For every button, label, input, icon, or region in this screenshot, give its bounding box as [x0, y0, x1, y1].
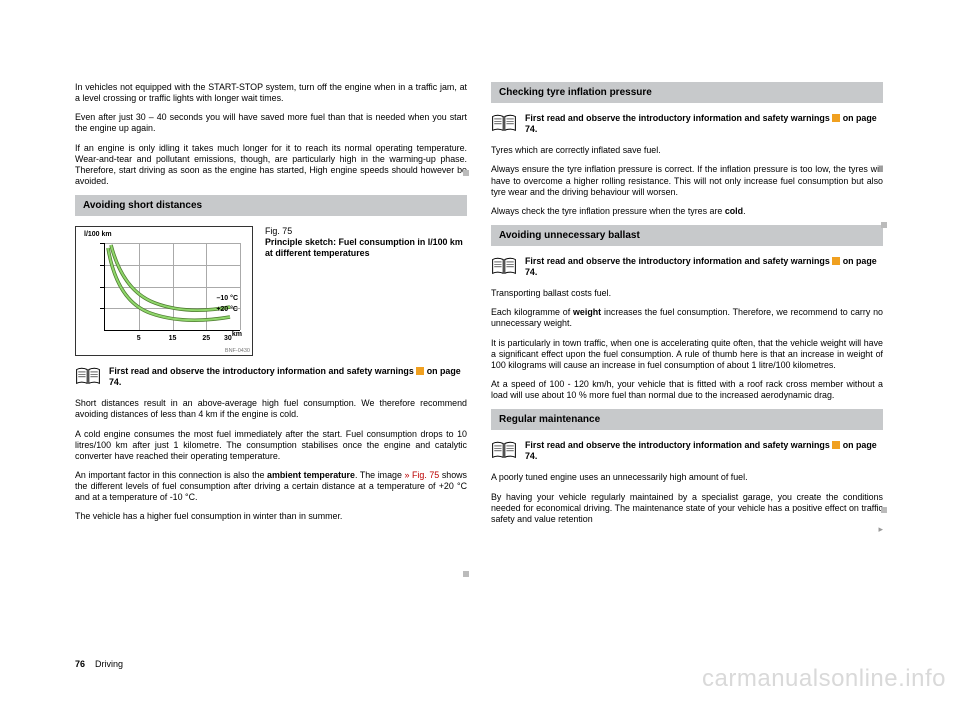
footer-section: Driving	[95, 659, 123, 669]
warning-block: First read and observe the introductory …	[491, 440, 883, 462]
para: The vehicle has a higher fuel consumptio…	[75, 511, 467, 522]
para: It is particularly in town traffic, when…	[491, 338, 883, 371]
watermark: carmanualsonline.info	[702, 665, 946, 693]
book-icon	[491, 440, 517, 460]
warning-text: First read and observe the introductory …	[525, 256, 883, 278]
warning-triangle-icon	[832, 257, 840, 265]
section-end-marker	[463, 571, 469, 577]
figure-title: Principle sketch: Fuel consump­tion in l…	[265, 237, 467, 259]
km-label: km	[232, 331, 242, 338]
left-column: In vehicles not equipped with the START-…	[75, 82, 467, 533]
figure-caption: Fig. 75 Principle sketch: Fuel consump­t…	[265, 226, 467, 356]
para: Tyres which are correctly inflated save …	[491, 145, 883, 156]
fuel-consumption-chart: l/100 km 5 15	[75, 226, 253, 356]
warning-triangle-icon	[832, 441, 840, 449]
warning-block: First read and observe the introductory …	[491, 113, 883, 135]
figure-number: Fig. 75	[265, 226, 467, 237]
para: If an engine is only idling it takes muc…	[75, 143, 467, 188]
warning-text: First read and observe the introductory …	[109, 366, 467, 388]
warning-block: First read and observe the introductory …	[491, 256, 883, 278]
chart-curves	[105, 243, 241, 331]
book-icon	[75, 366, 101, 386]
section-header-maintenance: Regular maintenance	[491, 409, 883, 430]
para: Each kilogramme of weight increases the …	[491, 307, 883, 329]
para: Always check the tyre inflation pressure…	[491, 206, 883, 217]
warning-triangle-icon	[416, 367, 424, 375]
para: In vehicles not equipped with the START-…	[75, 82, 467, 104]
section-header-avoiding-short: Avoiding short distances	[75, 195, 467, 216]
para: Transporting ballast costs fuel.	[491, 288, 883, 299]
temp-label-warm: +20 °C	[216, 306, 238, 313]
para: Short distances result in an above-avera…	[75, 398, 467, 420]
book-icon	[491, 256, 517, 276]
section-end-marker	[881, 222, 887, 228]
para: An important factor in this connection i…	[75, 470, 467, 503]
section-header-ballast: Avoiding unnecessary ballast	[491, 225, 883, 246]
page-number: 76	[75, 659, 85, 669]
chart-plot-area: 5 15 25 30 km –10 °C +20 °C	[104, 243, 240, 331]
x-tick: 25	[202, 335, 210, 342]
figure-code: BNF-0430	[225, 348, 250, 354]
section-end-marker	[463, 170, 469, 176]
continue-arrow-icon: ▸	[878, 524, 883, 535]
chart-y-label: l/100 km	[84, 231, 112, 238]
para: Always ensure the tyre inflation pressur…	[491, 164, 883, 197]
para: A poorly tuned engine uses an unnecessar…	[491, 472, 883, 483]
warning-block: First read and observe the introductory …	[75, 366, 467, 388]
temp-label-cold: –10 °C	[217, 295, 238, 302]
x-tick: 5	[137, 335, 141, 342]
para: At a speed of 100 - 120 km/h, your vehic…	[491, 379, 883, 401]
right-column: Checking tyre inflation pressure First r…	[491, 82, 883, 533]
para: A cold engine consumes the most fuel imm…	[75, 429, 467, 462]
warning-triangle-icon	[832, 114, 840, 122]
figure-row: l/100 km 5 15	[75, 226, 467, 356]
warning-text: First read and observe the introductory …	[525, 440, 883, 462]
section-header-tyre-pressure: Checking tyre inflation pressure	[491, 82, 883, 103]
para: Even after just 30 – 40 seconds you will…	[75, 112, 467, 134]
x-tick: 30	[224, 335, 232, 342]
page-footer: 76 Driving	[75, 659, 123, 669]
figure-reference: » Fig. 75	[404, 470, 439, 480]
x-tick: 15	[169, 335, 177, 342]
para: By having your vehicle regularly maintai…	[491, 492, 883, 525]
warning-text: First read and observe the introductory …	[525, 113, 883, 135]
section-end-marker	[881, 507, 887, 513]
book-icon	[491, 113, 517, 133]
